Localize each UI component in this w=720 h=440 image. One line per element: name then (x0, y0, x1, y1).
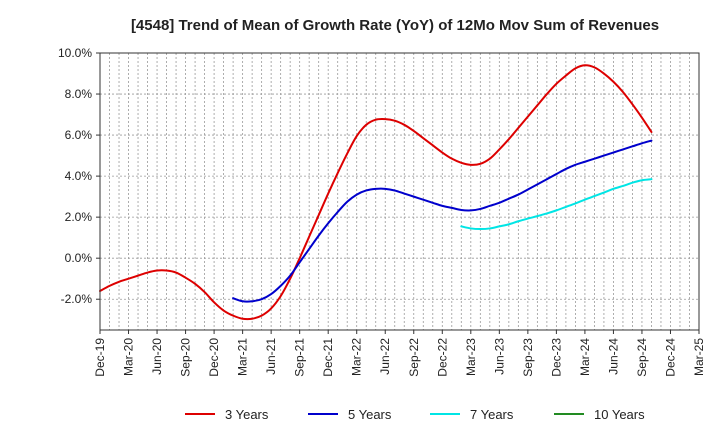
x-tick-label: Dec-23 (549, 338, 563, 377)
y-tick-label: 8.0% (65, 87, 93, 101)
y-tick-label: 0.0% (65, 251, 93, 265)
x-tick-label: Sep-21 (293, 338, 307, 377)
x-tick-label: Mar-24 (578, 338, 592, 376)
legend-label-5-years: 5 Years (348, 407, 392, 422)
x-tick-label: Mar-22 (350, 338, 364, 376)
y-tick-label: -2.0% (61, 292, 93, 306)
x-tick-label: Sep-23 (521, 338, 535, 377)
x-tick-label: Jun-22 (378, 338, 392, 375)
x-tick-label: Mar-23 (464, 338, 478, 376)
x-tick-label: Dec-22 (435, 338, 449, 377)
x-tick-label: Dec-19 (93, 338, 107, 377)
x-axis: Dec-19 Mar-20 Jun-20 Sep-20 Dec-20 Mar-21 Jun-… (93, 330, 706, 377)
x-tick-label: Sep-20 (179, 338, 193, 377)
x-tick-label: Jun-23 (492, 338, 506, 375)
chart-title: [4548] Trend of Mean of Growth Rate (YoY… (131, 17, 659, 34)
series-lines (99, 64, 653, 321)
x-tick-label: Sep-22 (407, 338, 421, 377)
series-line-5-years (232, 139, 653, 303)
x-tick-label: Mar-20 (122, 338, 136, 376)
series-line-7-years (460, 178, 653, 231)
y-tick-label: 4.0% (65, 169, 93, 183)
x-tick-label: Mar-21 (236, 338, 250, 376)
y-tick-label: 10.0% (58, 46, 92, 60)
series-line-3-years (99, 64, 653, 321)
x-tick-label: Dec-20 (207, 338, 221, 377)
x-tick-label: Dec-24 (663, 338, 677, 377)
y-axis: 10.0% 8.0% 6.0% 4.0% 2.0% 0.0% -2.0% (58, 46, 100, 306)
x-tick-label: Mar-25 (692, 338, 706, 376)
x-tick-label: Dec-21 (321, 338, 335, 377)
legend: 3 Years 5 Years 7 Years 10 Years (185, 407, 645, 422)
x-tick-label: Jun-24 (606, 338, 620, 375)
y-tick-label: 6.0% (65, 128, 93, 142)
x-tick-label: Jun-21 (264, 338, 278, 375)
y-tick-label: 2.0% (65, 210, 93, 224)
legend-label-7-years: 7 Years (470, 407, 514, 422)
legend-label-3-years: 3 Years (225, 407, 269, 422)
legend-label-10-years: 10 Years (594, 407, 645, 422)
x-tick-label: Jun-20 (150, 338, 164, 375)
x-tick-label: Sep-24 (635, 338, 649, 377)
plot-border (99, 52, 700, 331)
